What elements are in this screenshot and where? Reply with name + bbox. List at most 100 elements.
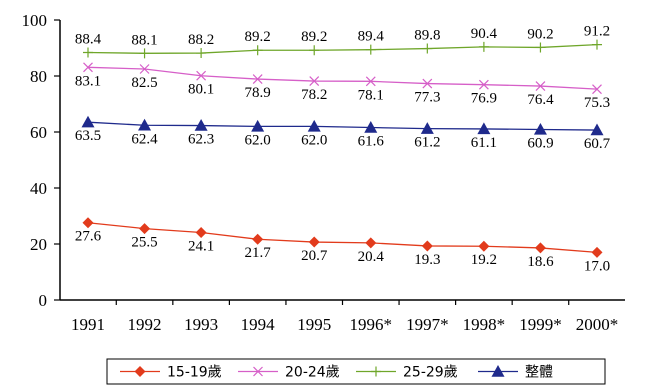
- series-line: [87, 43, 598, 54]
- data-point: [478, 79, 489, 90]
- y-tick-label: 0: [39, 291, 48, 310]
- data-point: [478, 41, 489, 52]
- data-label: 91.2: [584, 24, 610, 40]
- data-label: 89.8: [414, 28, 440, 44]
- data-label: 77.3: [414, 90, 440, 106]
- data-label: 62.4: [131, 131, 158, 147]
- data-point: [592, 39, 602, 50]
- data-label: 88.1: [131, 32, 157, 48]
- data-point: [139, 64, 150, 74]
- legend-label: 25-29歲: [403, 365, 458, 381]
- legend-item-4: 整體: [478, 365, 553, 381]
- data-label: 24.1: [188, 239, 214, 255]
- data-label: 89.2: [301, 29, 327, 45]
- data-point: [422, 78, 433, 89]
- x-tick-label: 1998*: [463, 315, 506, 334]
- data-point: [82, 217, 94, 229]
- series-line: [87, 121, 598, 131]
- data-label: 21.7: [245, 245, 272, 261]
- data-label: 27.6: [75, 229, 102, 245]
- x-tick-label: 1996*: [350, 315, 393, 334]
- data-point: [477, 122, 491, 135]
- data-point: [422, 43, 433, 54]
- data-point: [83, 62, 93, 73]
- data-label: 75.3: [584, 95, 610, 111]
- data-label: 80.1: [188, 82, 214, 98]
- data-point: [309, 76, 320, 86]
- chart-data-labels: 27.6 25.5 24.1 21.7 20.7 20.4 19.3 19.2 18.6 17.0…: [75, 24, 611, 275]
- legend-item-1: 15-19歲: [120, 365, 222, 381]
- data-label: 89.2: [245, 29, 271, 45]
- data-point: [365, 44, 376, 55]
- chart-axes: 0 20 40 60 80 100 1991 1992 1993 1994 1995 1996* 199…: [22, 11, 625, 334]
- data-label: 61.6: [358, 134, 385, 150]
- series-1: [82, 217, 603, 258]
- data-label: 76.4: [527, 92, 554, 108]
- data-label: 78.2: [301, 87, 327, 103]
- data-label: 25.5: [131, 235, 157, 251]
- data-point: [194, 119, 208, 131]
- legend-item-3: 25-29歲: [356, 365, 458, 381]
- data-point: [591, 246, 603, 258]
- x-tick-label: 1999*: [519, 315, 562, 334]
- data-label: 62.0: [301, 132, 327, 148]
- x-tick-label: 1997*: [406, 315, 449, 334]
- data-point: [478, 240, 490, 252]
- x-tick-label: 1991: [71, 315, 105, 334]
- data-label: 18.6: [527, 254, 554, 270]
- data-label: 20.4: [358, 249, 385, 265]
- data-point: [535, 81, 546, 92]
- chart-legend: 15-19歲 20-24歲 25-29歲 整體: [106, 358, 606, 385]
- series-line: [87, 222, 598, 254]
- data-point: [420, 122, 434, 134]
- data-point: [308, 236, 320, 248]
- data-point: [421, 240, 433, 252]
- data-label: 60.9: [527, 135, 553, 151]
- legend-item-2: 20-24歲: [238, 365, 340, 381]
- data-label: 17.0: [584, 258, 610, 274]
- data-label: 19.2: [471, 252, 497, 268]
- data-label: 88.4: [75, 31, 102, 47]
- series-2: [83, 62, 602, 95]
- data-point: [139, 223, 151, 235]
- legend-marker: [134, 366, 146, 377]
- y-tick-label: 80: [30, 67, 47, 86]
- data-point: [139, 48, 150, 59]
- data-label: 62.0: [245, 132, 271, 148]
- data-label: 61.1: [471, 135, 497, 151]
- data-point: [592, 84, 602, 95]
- y-tick-label: 60: [30, 123, 47, 142]
- data-point: [309, 45, 320, 56]
- data-label: 90.2: [527, 26, 553, 42]
- data-label: 19.3: [414, 252, 440, 268]
- data-point: [81, 115, 95, 128]
- x-tick-label: 2000*: [576, 315, 619, 334]
- data-point: [196, 48, 207, 59]
- legend-label: 15-19歲: [167, 365, 222, 381]
- data-label: 78.1: [358, 87, 384, 103]
- data-label: 61.2: [414, 135, 440, 151]
- data-point: [533, 122, 547, 135]
- data-point: [365, 76, 376, 87]
- y-tick-label: 20: [30, 235, 47, 254]
- data-label: 20.7: [301, 248, 328, 264]
- series-line: [87, 66, 598, 90]
- data-label: 90.4: [471, 26, 498, 42]
- legend-label: 整體: [525, 365, 553, 381]
- data-point: [83, 47, 93, 58]
- legend-marker: [491, 365, 505, 377]
- data-point: [590, 123, 604, 136]
- data-point: [365, 237, 377, 249]
- series-4: [81, 115, 604, 136]
- data-label: 63.5: [75, 128, 101, 144]
- data-point: [252, 45, 263, 56]
- data-point: [534, 242, 546, 254]
- y-tick-label: 100: [22, 11, 48, 30]
- legend-label: 20-24歲: [285, 365, 340, 381]
- x-tick-label: 1995: [297, 315, 331, 334]
- data-point: [364, 121, 378, 133]
- data-point: [252, 74, 263, 85]
- series-3: [83, 39, 602, 59]
- data-point: [535, 42, 546, 53]
